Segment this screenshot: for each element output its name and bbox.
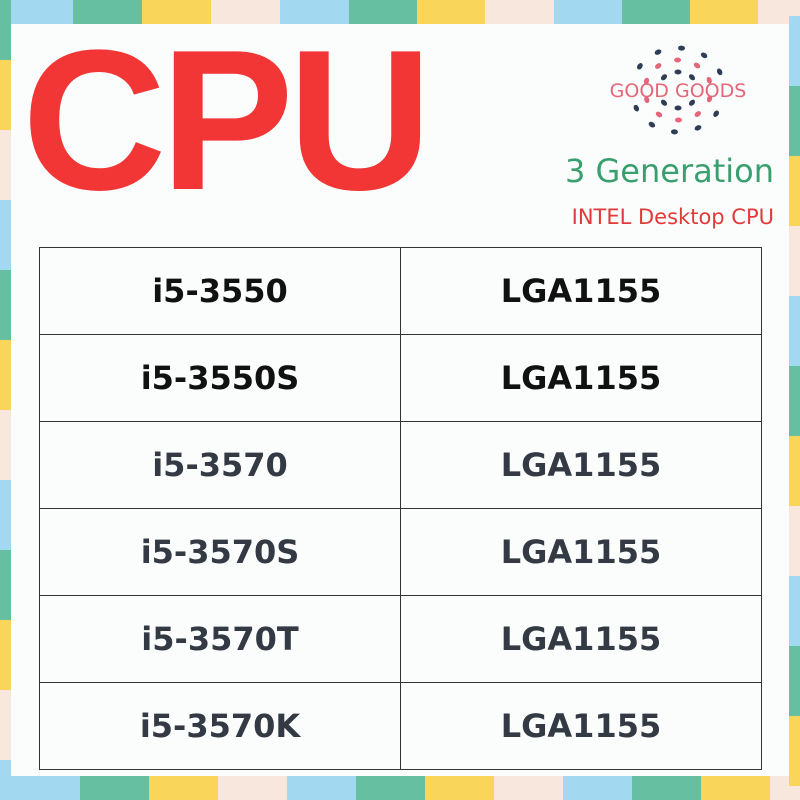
petal-icon <box>688 99 696 106</box>
socket-cell: LGA1155 <box>400 421 762 509</box>
petal-icon <box>688 74 696 81</box>
cpu-table: i5-3550 LGA1155 i5-3550S LGA1155 i5-3570 LG… <box>39 247 762 770</box>
petal-icon <box>694 125 702 131</box>
petal-icon <box>674 105 682 111</box>
border-right <box>789 0 800 800</box>
petal-icon <box>706 76 712 84</box>
table-row: i5-3550 LGA1155 <box>39 247 762 335</box>
model-cell: i5-3570 <box>39 421 401 509</box>
socket-cell: LGA1155 <box>400 595 762 683</box>
flower-logo-icon <box>633 45 723 135</box>
petal-icon <box>670 129 678 135</box>
petal-icon <box>655 111 663 118</box>
socket-cell: LGA1155 <box>400 334 762 422</box>
petal-icon <box>716 68 723 76</box>
petal-icon <box>648 121 656 128</box>
logo-text: GOOD GOODS <box>609 80 747 102</box>
table-row: i5-3570 LGA1155 <box>39 421 762 509</box>
petal-icon <box>654 49 662 55</box>
petal-icon <box>693 62 701 69</box>
socket-cell: LGA1155 <box>400 508 762 596</box>
petal-icon <box>674 57 682 63</box>
model-cell: i5-3570T <box>39 595 401 683</box>
petal-icon <box>678 45 686 51</box>
socket-cell: LGA1155 <box>400 247 762 335</box>
petal-icon <box>655 63 662 69</box>
petal-icon <box>660 74 668 81</box>
petal-icon <box>637 63 643 70</box>
socket-cell: LGA1155 <box>400 682 762 770</box>
petal-icon <box>674 69 682 75</box>
petal-icon <box>706 95 713 103</box>
petal-icon <box>694 111 701 117</box>
petal-icon <box>674 117 682 123</box>
table-row: i5-3570K LGA1155 <box>39 682 762 770</box>
petal-icon <box>643 77 650 85</box>
petal-icon <box>633 104 640 112</box>
model-cell: i5-3570S <box>39 508 401 596</box>
petal-icon <box>644 96 650 104</box>
petal-icon <box>660 99 668 106</box>
table-row: i5-3570T LGA1155 <box>39 595 762 683</box>
good-goods-logo: GOOD GOODS <box>598 42 758 138</box>
subtitle-label: INTEL Desktop CPU <box>571 205 774 229</box>
table-row: i5-3570S LGA1155 <box>39 508 762 596</box>
petal-icon <box>700 52 708 59</box>
border-left <box>0 0 11 800</box>
model-cell: i5-3550S <box>39 334 401 422</box>
petal-icon <box>713 110 719 117</box>
border-top <box>0 0 800 24</box>
model-cell: i5-3550 <box>39 247 401 335</box>
model-cell: i5-3570K <box>39 682 401 770</box>
generation-label: 3 Generation <box>564 152 774 190</box>
cpu-title: CPU <box>22 9 432 232</box>
table-row: i5-3550S LGA1155 <box>39 334 762 422</box>
border-bottom <box>0 776 800 800</box>
